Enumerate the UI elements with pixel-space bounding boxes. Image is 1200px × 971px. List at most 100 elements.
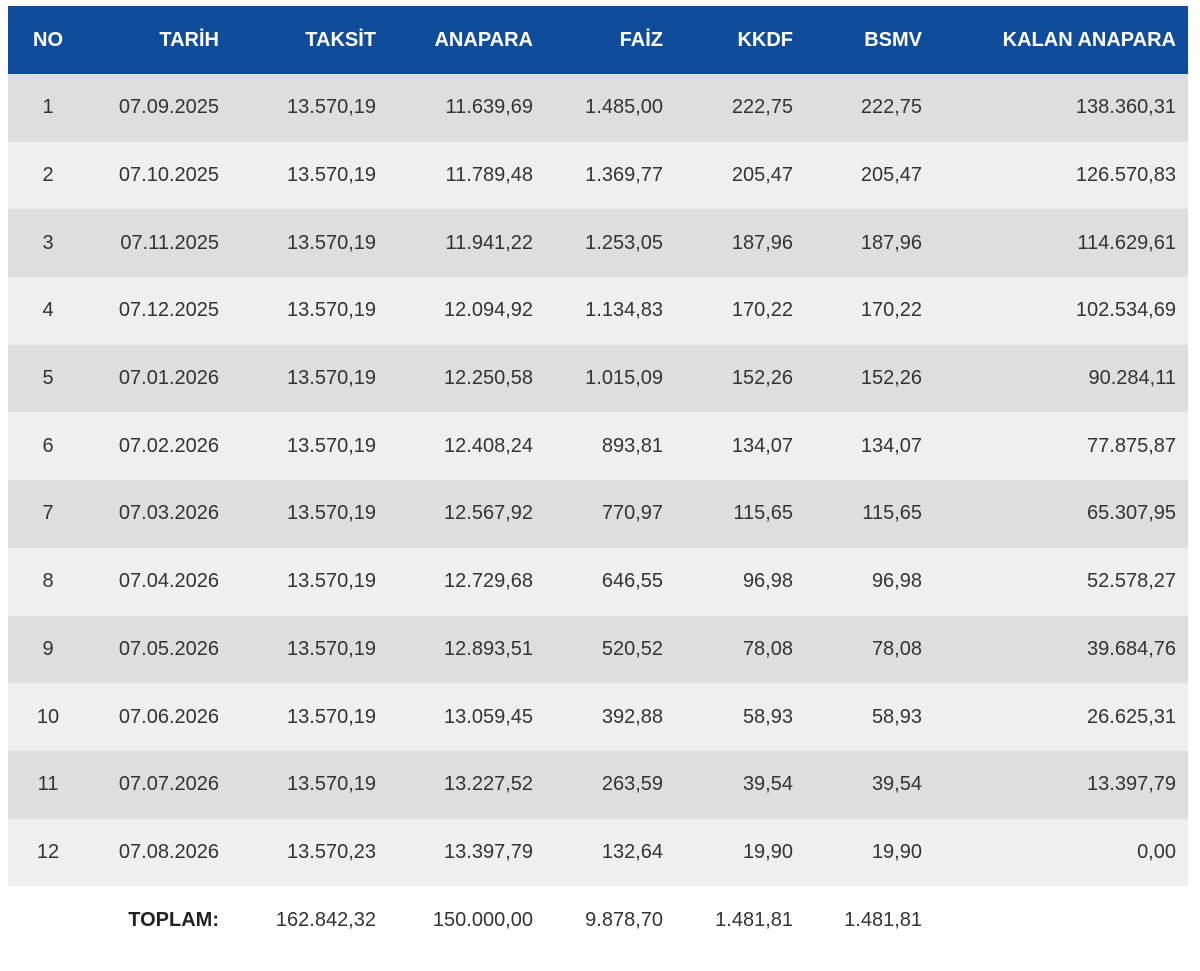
cell-kalan-anapara: 126.570,83: [1075, 164, 1176, 187]
cell-taksit: 13.570,19: [287, 164, 376, 187]
table-row: 8 07.04.2026 13.570,19 12.729,68 646,55 96,98…: [8, 547, 1188, 616]
cell-no: 12: [36, 840, 60, 863]
header-faiz: FAİZ: [619, 28, 663, 51]
table-row: 2 07.10.2025 13.570,19 11.789,48 1.369,77 205…: [8, 141, 1188, 210]
cell-tarih: 07.04.2026: [118, 570, 219, 593]
cell-taksit: 13.570,19: [287, 367, 376, 390]
cell-tarih: 07.06.2026: [118, 705, 219, 728]
cell-anapara: 12.893,51: [444, 637, 533, 660]
table-body: 1 07.09.2025 13.570,19 11.639,69 1.485,00 222…: [8, 74, 1188, 887]
header-no: NO: [33, 28, 63, 51]
cell-kalan-anapara: 65.307,95: [1087, 502, 1176, 525]
cell-kalan-anapara: 77.875,87: [1087, 434, 1176, 457]
payment-plan-table-container: NO TARİH TAKSİT ANAPARA FAİZ KKDF BSMV K…: [8, 6, 1188, 955]
cell-bsmv: 39,54: [871, 773, 922, 796]
cell-taksit: 13.570,19: [287, 502, 376, 525]
payment-plan-table: NO TARİH TAKSİT ANAPARA FAİZ KKDF BSMV K…: [8, 6, 1188, 955]
cell-kkdf: 134,07: [731, 434, 793, 457]
header-bsmv: BSMV: [864, 28, 922, 51]
cell-bsmv: 96,98: [871, 570, 922, 593]
cell-faiz: 1.015,09: [585, 367, 663, 390]
cell-no: 5: [42, 367, 54, 390]
cell-tarih: 07.10.2025: [118, 164, 219, 187]
cell-kalan-anapara: 102.534,69: [1075, 299, 1176, 322]
cell-bsmv: 152,26: [860, 367, 922, 390]
cell-taksit: 13.570,19: [287, 434, 376, 457]
totals-kkdf: 1.481,81: [715, 908, 793, 931]
cell-no: 9: [42, 637, 54, 660]
cell-kalan-anapara: 13.397,79: [1087, 773, 1176, 796]
cell-no: 1: [42, 96, 54, 119]
totals-faiz: 9.878,70: [585, 908, 663, 931]
cell-bsmv: 19,90: [871, 840, 922, 863]
table-row: 9 07.05.2026 13.570,19 12.893,51 520,52 78,08…: [8, 615, 1188, 684]
cell-faiz: 1.253,05: [585, 231, 663, 254]
cell-tarih: 07.11.2025: [120, 231, 219, 254]
table-row: 3 07.11.2025 13.570,19 11.941,22 1.253,05 187…: [8, 209, 1188, 278]
cell-taksit: 13.570,23: [287, 840, 376, 863]
cell-tarih: 07.07.2026: [118, 773, 219, 796]
cell-kkdf: 187,96: [731, 231, 793, 254]
header-anapara: ANAPARA: [434, 28, 533, 51]
cell-tarih: 07.09.2025: [118, 96, 219, 119]
table-row: 6 07.02.2026 13.570,19 12.408,24 893,81 134,0…: [8, 412, 1188, 481]
header-row: NO TARİH TAKSİT ANAPARA FAİZ KKDF BSMV K…: [8, 6, 1188, 74]
cell-taksit: 13.570,19: [287, 231, 376, 254]
cell-bsmv: 222,75: [860, 96, 922, 119]
cell-faiz: 646,55: [601, 570, 663, 593]
cell-kalan-anapara: 26.625,31: [1087, 705, 1176, 728]
cell-kkdf: 222,75: [731, 96, 793, 119]
header-tarih: TARİH: [159, 28, 219, 51]
cell-no: 7: [42, 502, 54, 525]
cell-taksit: 13.570,19: [287, 773, 376, 796]
cell-bsmv: 58,93: [871, 705, 922, 728]
table-row: 7 07.03.2026 13.570,19 12.567,92 770,97 115,6…: [8, 480, 1188, 548]
cell-faiz: 263,59: [601, 773, 663, 796]
cell-no: 2: [42, 164, 54, 187]
totals-kalan-empty: [934, 886, 1188, 954]
table-footer: TOPLAM: 162.842,32 150.000,00 9.878,70 1…: [8, 886, 1188, 955]
cell-tarih: 07.03.2026: [118, 502, 219, 525]
table-row: 4 07.12.2025 13.570,19 12.094,92 1.134,83 170…: [8, 277, 1188, 345]
cell-taksit: 13.570,19: [287, 705, 376, 728]
cell-tarih: 07.02.2026: [118, 434, 219, 457]
cell-anapara: 12.408,24: [444, 434, 533, 457]
cell-taksit: 13.570,19: [287, 96, 376, 119]
cell-kalan-anapara: 52.578,27: [1087, 570, 1176, 593]
header-kkdf: KKDF: [737, 28, 793, 51]
cell-kkdf: 115,65: [733, 502, 793, 525]
cell-faiz: 770,97: [601, 502, 663, 525]
cell-anapara: 13.397,79: [444, 840, 533, 863]
header-taksit: TAKSİT: [305, 28, 376, 51]
cell-anapara: 12.094,92: [444, 299, 533, 322]
cell-bsmv: 205,47: [860, 164, 922, 187]
cell-anapara: 12.567,92: [444, 502, 533, 525]
cell-anapara: 12.729,68: [444, 570, 533, 593]
cell-faiz: 132,64: [601, 840, 663, 863]
cell-kalan-anapara: 39.684,76: [1087, 637, 1176, 660]
cell-tarih: 07.05.2026: [118, 637, 219, 660]
cell-bsmv: 187,96: [860, 231, 922, 254]
totals-row: TOPLAM: 162.842,32 150.000,00 9.878,70 1…: [8, 886, 1188, 955]
cell-tarih: 07.01.2026: [118, 367, 219, 390]
cell-taksit: 13.570,19: [287, 637, 376, 660]
cell-faiz: 392,88: [601, 705, 663, 728]
cell-no: 11: [37, 773, 59, 796]
cell-anapara: 12.250,58: [444, 367, 533, 390]
cell-anapara: 11.789,48: [445, 164, 534, 187]
cell-bsmv: 134,07: [860, 434, 922, 457]
table-row: 5 07.01.2026 13.570,19 12.250,58 1.015,09 152…: [8, 344, 1188, 413]
cell-kalan-anapara: 138.360,31: [1075, 96, 1176, 119]
table-row: 1 07.09.2025 13.570,19 11.639,69 1.485,00 222…: [8, 74, 1188, 142]
table-row: 12 07.08.2026 13.570,23 13.397,79 132,64 19,9…: [8, 818, 1188, 887]
table-row: 10 07.06.2026 13.570,19 13.059,45 392,88 58,9…: [8, 683, 1188, 751]
cell-no: 3: [42, 231, 54, 254]
cell-taksit: 13.570,19: [287, 570, 376, 593]
cell-kalan-anapara: 0,00: [1137, 840, 1176, 863]
cell-bsmv: 115,65: [862, 502, 922, 525]
cell-kkdf: 170,22: [731, 299, 793, 322]
header-kalan-anapara: KALAN ANAPARA: [1002, 28, 1176, 51]
cell-kkdf: 58,93: [742, 705, 793, 728]
cell-anapara: 13.059,45: [444, 705, 533, 728]
cell-faiz: 1.369,77: [585, 164, 663, 187]
